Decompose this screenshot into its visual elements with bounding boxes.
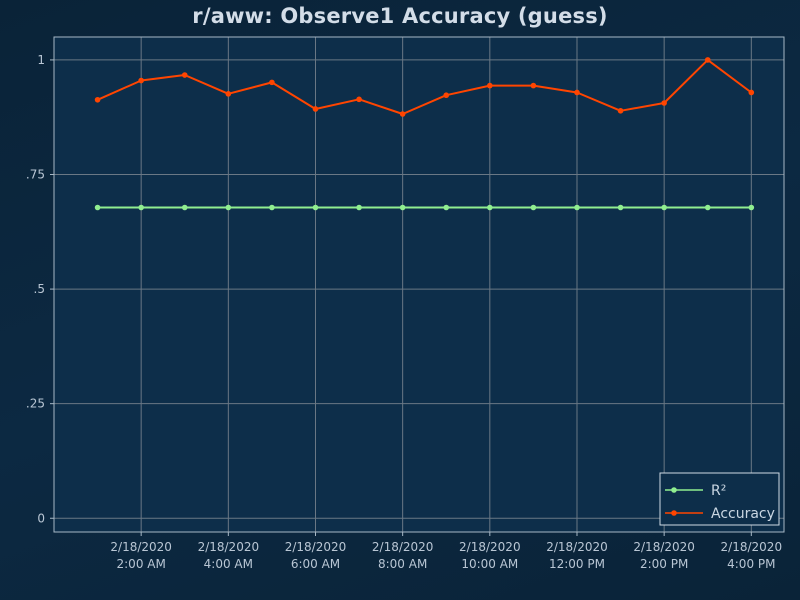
data-point (661, 100, 667, 106)
data-point (356, 204, 362, 211)
data-point (181, 72, 188, 78)
chart-title: r/aww: Observe1 Accuracy (guess) (192, 4, 608, 28)
data-point (312, 106, 319, 112)
data-point (574, 89, 580, 96)
data-point (617, 107, 624, 114)
grid (54, 37, 784, 532)
data-point (356, 96, 362, 103)
data-point (225, 204, 232, 211)
data-point (399, 204, 406, 211)
x-tick-label-time: 4:00 AM (204, 557, 253, 571)
x-tick-label-time: 6:00 AM (291, 557, 340, 571)
data-point (661, 204, 667, 211)
data-point (138, 204, 144, 211)
x-tick-label-date: 2/18/2020 (285, 540, 347, 554)
y-tick-label: 0 (37, 511, 45, 525)
series-line (97, 58, 752, 115)
legend-label: R² (711, 483, 726, 499)
data-point (748, 204, 755, 211)
data-point (269, 204, 275, 211)
y-tick-label: 1 (37, 53, 45, 67)
data-point (704, 204, 711, 211)
x-axis: 2/18/2020 2:00 AM 2/18/2020 4:00 AM 2/18/202… (110, 532, 782, 571)
series-r-squared (94, 204, 755, 211)
data-point (399, 111, 406, 117)
x-tick-label-time: 2:00 PM (640, 557, 688, 571)
x-tick-label-date: 2/18/2020 (459, 540, 521, 554)
y-tick-label: .75 (26, 168, 45, 182)
data-point (487, 204, 493, 211)
data-point (530, 82, 537, 89)
y-tick-label: .25 (26, 397, 45, 411)
legend-item: Accuracy (665, 506, 775, 522)
data-point (225, 91, 232, 97)
data-point (181, 204, 188, 211)
legend-swatch-marker (671, 510, 677, 516)
data-point (748, 89, 755, 96)
x-tick-label-time: 8:00 AM (378, 557, 427, 571)
x-tick-label-time: 12:00 PM (549, 557, 605, 571)
data-point (312, 204, 319, 211)
data-point (443, 204, 450, 211)
y-axis: 1 .75 .5 .25 0 (26, 53, 54, 525)
x-tick-label-time: 10:00 AM (461, 557, 518, 571)
data-point (487, 82, 493, 89)
data-point (617, 204, 624, 211)
x-tick-label-date: 2/18/2020 (633, 540, 695, 554)
x-tick-label-date: 2/18/2020 (110, 540, 172, 554)
data-point (443, 92, 450, 99)
x-tick-label-time: 2:00 AM (117, 557, 166, 571)
data-point (530, 204, 537, 211)
y-tick-label: .5 (34, 282, 45, 296)
legend-label: Accuracy (711, 506, 775, 522)
data-point (94, 204, 101, 211)
data-point (704, 57, 711, 63)
data-point (138, 77, 144, 84)
x-tick-label-date: 2/18/2020 (546, 540, 608, 554)
legend: R² Accuracy (659, 472, 780, 526)
plot-frame (53, 36, 785, 533)
series-accuracy (94, 57, 755, 117)
data-point (574, 204, 580, 211)
plot-area (54, 37, 784, 532)
x-tick-label-date: 2/18/2020 (721, 540, 783, 554)
legend-item: R² (665, 483, 726, 499)
legend-box (659, 472, 780, 526)
x-tick-label-date: 2/18/2020 (372, 540, 434, 554)
data-point (269, 79, 275, 86)
data-point (94, 96, 101, 103)
x-tick-label-time: 4:00 PM (727, 557, 775, 571)
x-tick-label-date: 2/18/2020 (198, 540, 260, 554)
legend-swatch-marker (671, 487, 677, 493)
